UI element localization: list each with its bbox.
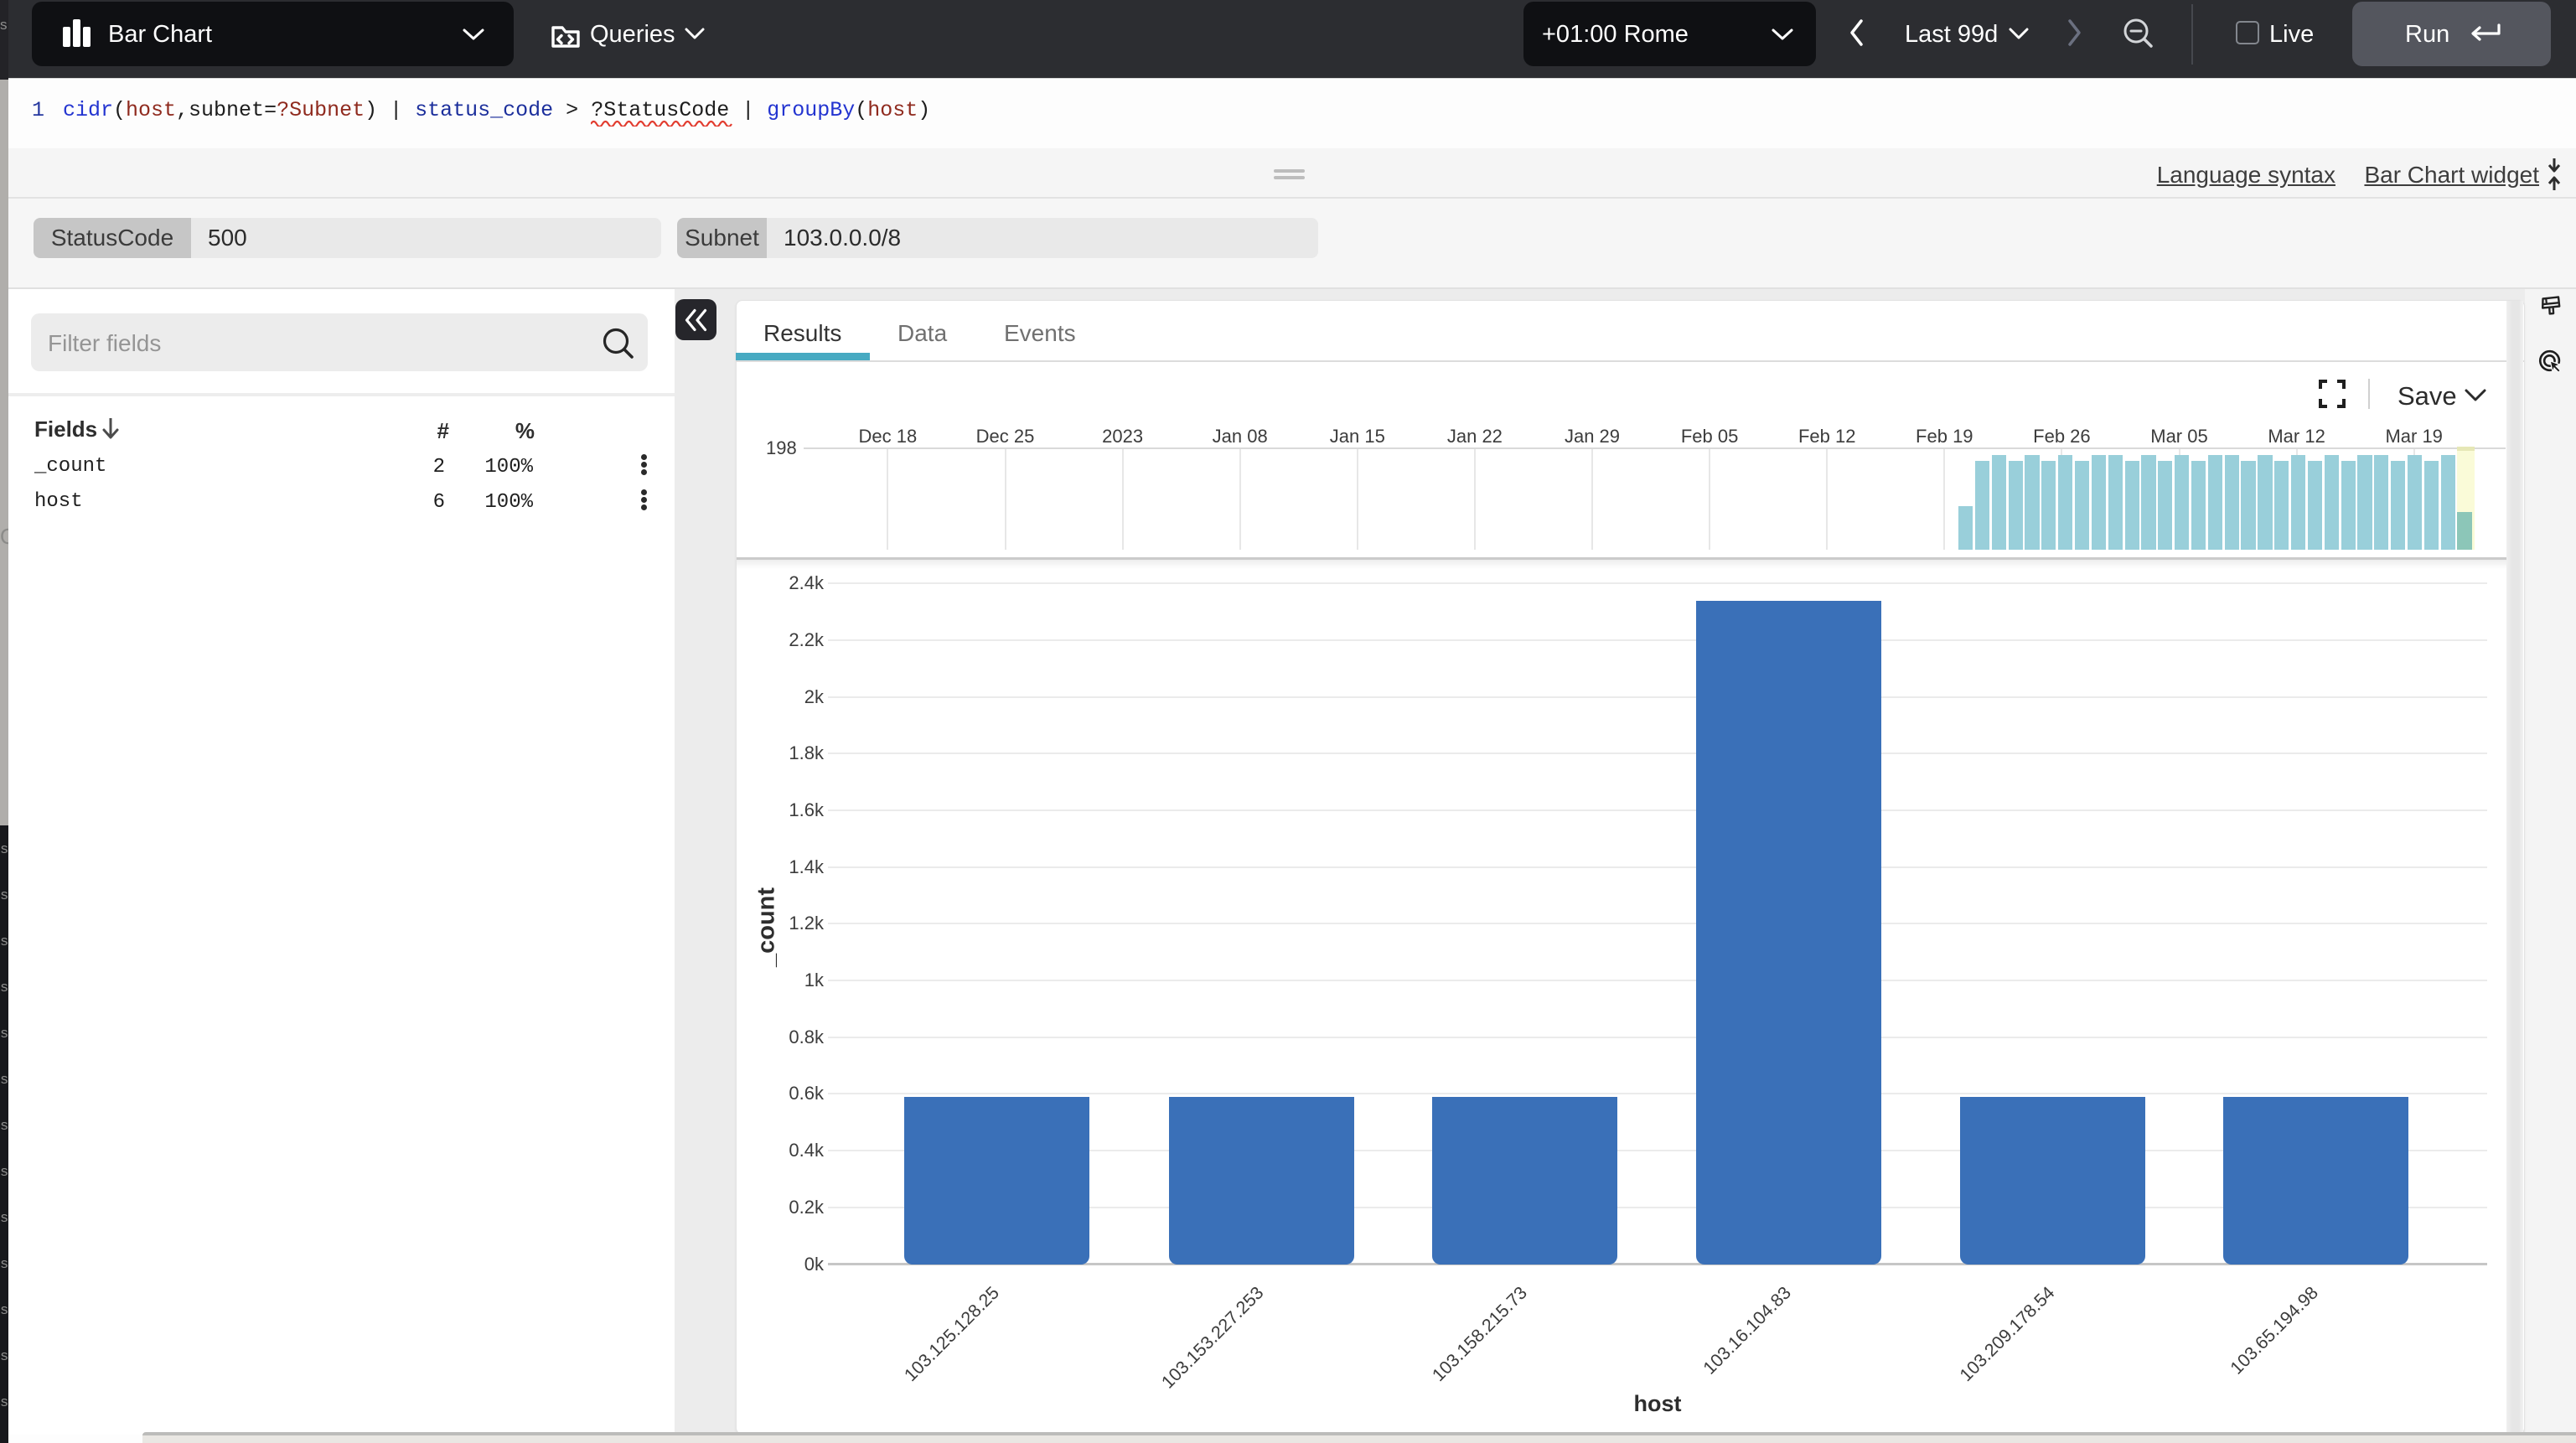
svg-text:103.125.128.25: 103.125.128.25 [900, 1283, 1003, 1386]
svg-text:103.16.104.83: 103.16.104.83 [1699, 1283, 1795, 1378]
svg-text:103.153.227.253: 103.153.227.253 [1157, 1283, 1267, 1393]
svg-text:103.65.194.98: 103.65.194.98 [2227, 1283, 2322, 1378]
svg-text:103.158.215.73: 103.158.215.73 [1428, 1283, 1531, 1386]
svg-text:103.209.178.54: 103.209.178.54 [1956, 1283, 2059, 1386]
